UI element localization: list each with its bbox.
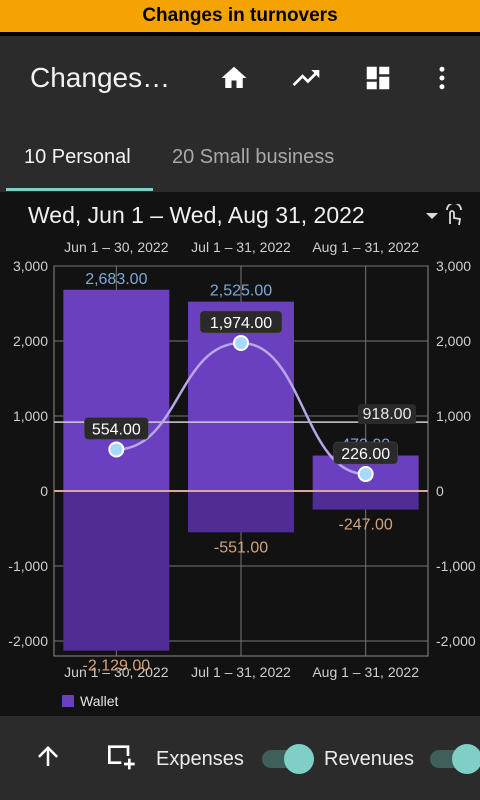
wallet-point	[233, 334, 249, 351]
filter-menu-button[interactable]	[422, 202, 466, 228]
active-tab-indicator	[6, 188, 153, 191]
app-bar: Changes…	[0, 36, 480, 124]
y-tick-label-right: -2,000	[436, 633, 476, 649]
dropdown-arrow-icon	[426, 213, 438, 219]
tab-small-business[interactable]: 20 Small business	[172, 146, 335, 168]
expense-bar	[312, 491, 419, 510]
tab-bar: 10 Personal 20 Small business	[0, 124, 480, 192]
expense-value-label: -247.00	[339, 517, 393, 534]
expenses-toggle-label: Expenses	[156, 748, 244, 770]
y-tick-label-right: 3,000	[436, 258, 471, 274]
x-tick-label-top: Jul 1 – 31, 2022	[191, 239, 291, 255]
add-to-queue-icon[interactable]	[100, 736, 140, 776]
home-icon[interactable]	[216, 60, 252, 96]
revenue-value-label: 2,525.00	[210, 283, 272, 300]
y-tick-label-left: 1,000	[13, 408, 48, 424]
wallet-label-bg	[333, 441, 398, 465]
reference-value-label: 918.00	[363, 406, 412, 423]
chart-panel: Wed, Jun 1 – Wed, Aug 31, 2022 3,000 3,00…	[0, 192, 480, 716]
revenues-switch[interactable]	[430, 744, 480, 774]
wallet-value-label: 1,974.00	[210, 315, 272, 332]
x-tick-label-top: Aug 1 – 31, 2022	[312, 239, 419, 255]
wallet-label-bg	[199, 310, 283, 334]
revenue-bar	[63, 289, 170, 491]
expense-value-label: -2,129.00	[83, 658, 151, 675]
wallet-point	[357, 466, 374, 483]
y-tick-label-left: 3,000	[13, 258, 48, 274]
expense-bar	[63, 491, 170, 651]
y-tick-label-right: -1,000	[436, 558, 476, 574]
x-tick-label-bottom: Aug 1 – 31, 2022	[312, 664, 419, 680]
app-banner: Changes in turnovers	[0, 0, 480, 32]
y-tick-label-right: 2,000	[436, 333, 471, 349]
legend-swatch-wallet	[62, 695, 74, 707]
y-tick-label-left: 2,000	[13, 333, 48, 349]
y-tick-label-right: 0	[436, 483, 444, 499]
bottom-bar: Expenses Revenues	[0, 716, 480, 800]
x-tick-label-top: Jun 1 – 30, 2022	[64, 239, 169, 255]
wallet-label-bg	[84, 417, 149, 440]
switch-thumb	[452, 744, 480, 774]
expense-value-label: -551.00	[214, 539, 268, 556]
tab-personal[interactable]: 10 Personal	[24, 146, 131, 168]
wallet-value-label: 226.00	[341, 446, 390, 463]
reference-label-bg	[358, 404, 416, 425]
wallet-value-label: 554.00	[92, 421, 141, 438]
y-tick-label-right: 1,000	[436, 408, 471, 424]
arrow-up-icon[interactable]	[28, 736, 68, 776]
wallet-point	[108, 441, 125, 458]
turnover-chart: 3,000 3,000 2,000 2,000 1,000 1,000 0 0 -1,000 -1…	[8, 239, 476, 709]
page-title: Changes…	[30, 62, 171, 93]
expenses-switch[interactable]	[262, 744, 314, 774]
y-tick-label-left: -1,000	[8, 558, 48, 574]
date-range-selector[interactable]: Wed, Jun 1 – Wed, Aug 31, 2022	[28, 202, 365, 228]
legend-label-wallet: Wallet	[80, 693, 118, 709]
switch-thumb	[284, 744, 314, 774]
expense-bar	[188, 491, 294, 533]
x-tick-label-bottom: Jun 1 – 30, 2022	[64, 664, 169, 680]
x-tick-label-bottom: Jul 1 – 31, 2022	[191, 664, 291, 680]
more-vert-icon[interactable]	[424, 60, 460, 96]
revenues-toggle-label: Revenues	[324, 748, 415, 770]
touch-icon	[446, 202, 462, 226]
banner-divider	[0, 32, 480, 36]
y-tick-label-left: 0	[40, 483, 48, 499]
dashboard-icon[interactable]	[360, 60, 396, 96]
trending-up-icon[interactable]	[288, 60, 324, 96]
y-tick-label-left: -2,000	[8, 633, 48, 649]
revenue-value-label: 2,683.00	[85, 271, 147, 288]
